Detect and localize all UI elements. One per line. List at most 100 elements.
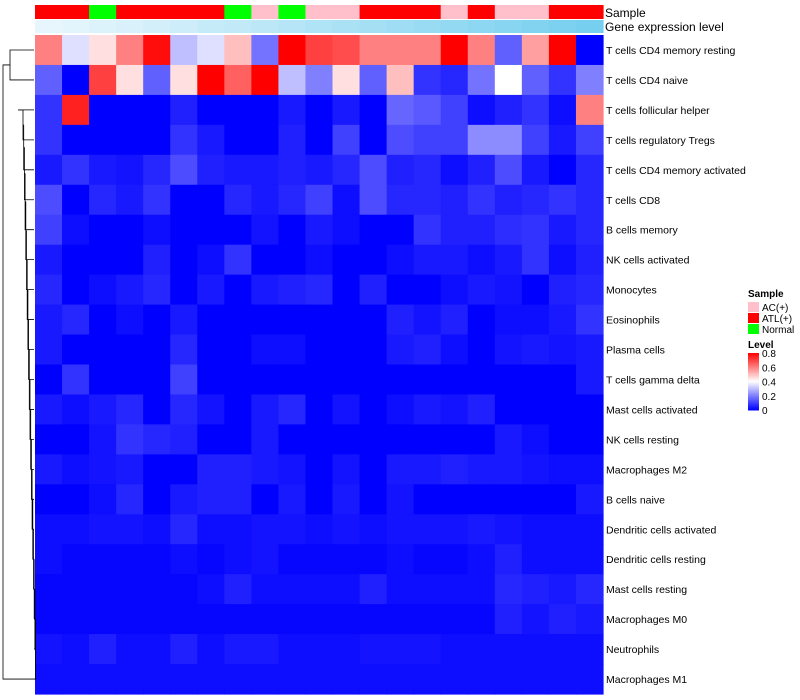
row-label: T cells CD8 [606, 195, 660, 207]
heatmap-cell [575, 574, 604, 605]
heatmap-cell [413, 184, 442, 216]
row-label: Neutrophils [606, 644, 659, 656]
heatmap-cell [116, 154, 144, 186]
heatmap-cell [89, 94, 117, 126]
heatmap-cell [305, 454, 334, 485]
heatmap-cell [305, 334, 334, 366]
expression-cell [89, 20, 117, 33]
level-legend-title: Level [748, 340, 774, 351]
heatmap-cell [305, 35, 334, 66]
heatmap-cell [116, 634, 144, 665]
heatmap-cell [251, 124, 280, 156]
dendrogram-branch [23, 124, 34, 171]
heatmap-cell [35, 244, 63, 276]
sample-cell [89, 5, 117, 19]
heatmap-cell [575, 304, 604, 336]
heatmap-cell [170, 364, 198, 396]
row-label: NK cells activated [606, 255, 690, 267]
heatmap-cell [521, 244, 550, 276]
heatmap-cell [440, 214, 469, 246]
heatmap-cell [386, 544, 415, 575]
heatmap-cell [386, 94, 415, 126]
heatmap-cell [440, 124, 469, 156]
heatmap-cell [494, 574, 523, 605]
heatmap-cell [197, 304, 225, 336]
heatmap-cell [116, 274, 144, 306]
heatmap-cell [467, 394, 496, 426]
heatmap-cell [35, 274, 63, 306]
heatmap-cell [332, 154, 361, 186]
heatmap-cell [170, 274, 198, 306]
expression-cell [386, 20, 415, 33]
heatmap-cell [467, 454, 496, 485]
heatmap-cell [359, 244, 388, 276]
heatmap-cell [224, 184, 252, 216]
heatmap-cell [359, 604, 388, 635]
heatmap-cell [251, 514, 280, 545]
heatmap-cell [467, 304, 496, 336]
heatmap-cell [440, 274, 469, 306]
heatmap-cell [35, 64, 63, 96]
expression-cell [170, 20, 198, 33]
heatmap-cell [143, 184, 171, 216]
heatmap-cell [575, 364, 604, 396]
heatmap-cell [143, 484, 171, 515]
expression-cell [494, 20, 523, 33]
heatmap-cell [305, 514, 334, 545]
heatmap-cell [467, 214, 496, 246]
heatmap-cell [359, 514, 388, 545]
heatmap-cell [305, 274, 334, 306]
heatmap-cell [224, 424, 252, 455]
heatmap-cell [89, 514, 117, 545]
level-legend-gradient [748, 408, 759, 411]
expression-cell [440, 20, 469, 33]
dendrogram-branch [27, 289, 34, 350]
heatmap-cell [467, 664, 496, 695]
heatmap-cell [494, 124, 523, 156]
sample-track-label: Sample [605, 6, 646, 20]
heatmap-cell [143, 514, 171, 545]
heatmap-cell [170, 484, 198, 515]
heatmap-cell [359, 364, 388, 396]
heatmap-cell [548, 574, 577, 605]
expression-cell [62, 20, 90, 33]
sample-cell [62, 5, 90, 19]
heatmap-cell [521, 154, 550, 186]
heatmap-cell [116, 454, 144, 485]
heatmap-cell [521, 604, 550, 635]
level-legend-gradient [748, 368, 759, 371]
heatmap-cell [548, 544, 577, 575]
level-legend-gradient [748, 395, 759, 398]
row-label: Monocytes [606, 285, 657, 297]
heatmap-cell [224, 334, 252, 366]
heatmap-cell [440, 634, 469, 665]
sample-cell [224, 5, 252, 19]
heatmap-cell [521, 364, 550, 396]
sample-cell [251, 5, 280, 19]
heatmap-cell [35, 364, 63, 396]
level-legend-gradient [748, 365, 759, 368]
heatmap-cell [224, 634, 252, 665]
heatmap-cell [467, 634, 496, 665]
heatmap-cell [197, 184, 225, 216]
level-legend-gradient [748, 353, 759, 355]
heatmap-cell [143, 454, 171, 485]
heatmap-cell [170, 664, 198, 695]
heatmap-cell [305, 304, 334, 336]
heatmap-cell [278, 64, 307, 96]
sample-cell [278, 5, 307, 19]
heatmap-cell [440, 304, 469, 336]
heatmap-cell [440, 424, 469, 455]
heatmap-cell [332, 64, 361, 96]
heatmap-cell [413, 394, 442, 426]
heatmap-cell [305, 124, 334, 156]
heatmap-cell [251, 64, 280, 96]
heatmap-cell [170, 334, 198, 366]
heatmap-cell [440, 604, 469, 635]
heatmap-cell [386, 244, 415, 276]
row-label: Macrophages M1 [606, 674, 687, 686]
heatmap-cell [251, 214, 280, 246]
level-legend-tick: 0.6 [762, 363, 776, 374]
heatmap-cell [170, 64, 198, 96]
